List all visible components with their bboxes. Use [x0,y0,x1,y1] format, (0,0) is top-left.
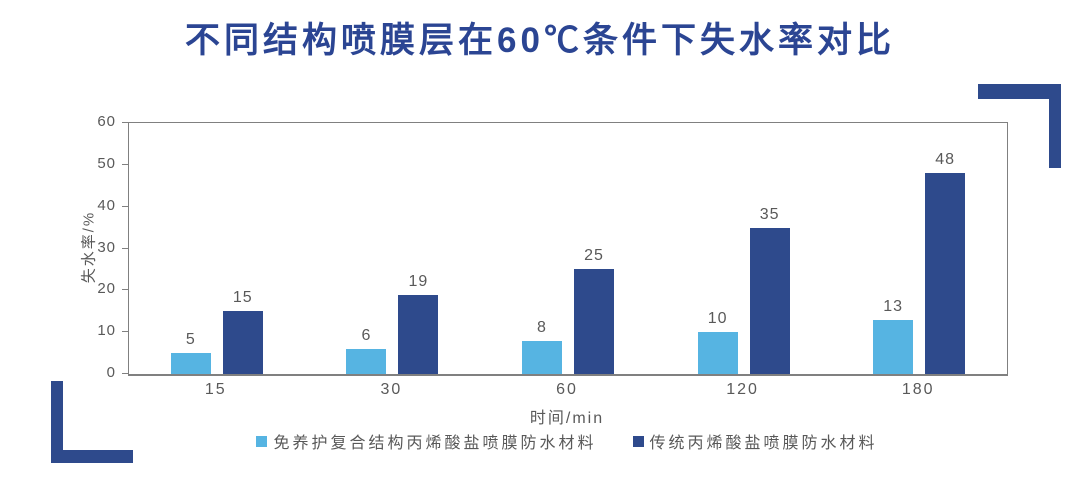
y-tick-label: 30 [97,238,116,256]
bar-group: 8 25 [480,123,656,374]
y-tick-mark [122,373,128,374]
bar-group: 13 48 [831,123,1007,374]
bar-value-label: 6 [361,326,372,344]
x-tick-label: 60 [556,381,578,398]
y-tick-mark [122,122,128,123]
legend-label: 免养护复合结构丙烯酸盐喷膜防水材料 [273,435,597,452]
bar-group: 6 19 [305,123,481,374]
bar [346,348,387,374]
bar-value-label: 19 [408,272,429,290]
bar [749,227,790,374]
chart-title: 不同结构喷膜层在60℃条件下失水率对比 [185,21,895,60]
x-tick-label: 30 [380,381,403,398]
bar [697,332,738,374]
legend-swatch [632,435,644,447]
bar-wrap: 6 [346,327,387,374]
y-tick-label: 40 [97,196,116,214]
bar-value-label: 5 [185,331,196,349]
bar-value-label: 8 [537,318,547,336]
bar-value-label: 35 [759,205,780,223]
y-tick-mark [122,289,128,290]
y-tick-label: 20 [97,280,116,298]
bar [573,269,614,374]
bar [170,353,211,374]
y-tick-label: 50 [97,154,116,172]
bar-wrap: 10 [697,310,738,374]
y-tick-mark [122,164,128,165]
bar-value-label: 25 [584,247,604,265]
y-tick-mark [122,248,128,249]
bar-value-label: 48 [935,151,956,169]
legend-swatch [256,435,268,447]
bar-wrap: 35 [749,206,790,374]
bar-value-label: 10 [707,310,728,328]
x-tick-label: 15 [204,381,227,398]
x-tick-label: 120 [726,381,759,398]
x-tick-label: 180 [901,381,935,398]
bar-wrap: 5 [170,331,211,374]
y-tick-label: 60 [97,113,116,130]
bar [398,294,439,374]
y-tick-mark [122,331,128,332]
plot-area: 5 15 6 19 8 25 10 35 13 48 [128,122,1008,376]
bar-wrap: 8 [521,319,562,374]
bar-wrap: 19 [398,273,439,374]
legend-label: 传统丙烯酸盐喷膜防水材料 [649,435,878,452]
bar-wrap: 15 [222,289,263,374]
legend: 免养护复合结构丙烯酸盐喷膜防水材料 传统丙烯酸盐喷膜防水材料 [128,429,1006,453]
y-tick-mark [122,206,128,207]
bar-wrap: 48 [925,151,966,374]
bar [521,340,562,374]
bar [222,311,263,374]
bar-wrap: 13 [873,298,914,374]
y-tick-label: 0 [106,364,116,381]
bar-value-label: 13 [883,297,904,315]
bar [873,319,914,374]
bar-group: 5 15 [129,123,305,374]
y-tick-label: 10 [97,322,116,340]
legend-item: 传统丙烯酸盐喷膜防水材料 [632,429,878,453]
bar [925,173,966,374]
decorative-corner-bottom-left [51,381,133,463]
bar-wrap: 25 [573,247,614,374]
bar-group: 10 35 [656,123,832,374]
decorative-corner-top-right [978,84,1061,168]
legend-item: 免养护复合结构丙烯酸盐喷膜防水材料 [256,429,596,453]
x-axis-title: 时间/min [529,410,605,427]
bar-value-label: 15 [232,289,253,307]
